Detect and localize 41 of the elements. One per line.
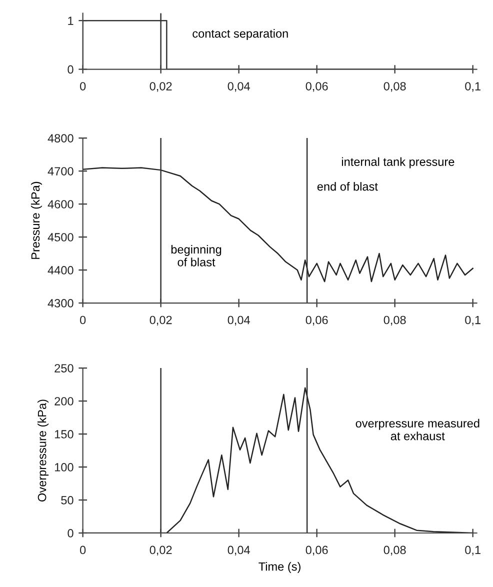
y-tick-label: 150: [55, 430, 74, 438]
ref-line-label: end of blast: [317, 182, 378, 191]
y-axis-title: Overpressure (kPa): [38, 400, 49, 502]
y-tick-label: 4800: [48, 134, 74, 142]
y-tick-label: 4600: [48, 200, 74, 208]
x-tick-label: 0,02: [150, 546, 172, 556]
y-tick-label: 50: [61, 496, 74, 504]
annotation: contact separation: [192, 29, 288, 40]
y-tick-label: 4500: [48, 233, 74, 242]
y-tick-label: 100: [55, 463, 74, 472]
x-tick-label: 0,04: [228, 316, 250, 326]
x-tick-label: 0,1: [465, 546, 480, 556]
x-tick-label: 0,02: [150, 82, 172, 92]
ref-line-label: beginning of blast: [171, 244, 222, 266]
x-tick-label: 0,1: [465, 316, 480, 326]
x-tick-label: 0,04: [228, 82, 250, 92]
y-axis-title: Pressure (kPa): [30, 182, 42, 259]
y-tick-label: 0: [68, 65, 74, 74]
x-tick-label: 0,08: [384, 316, 406, 326]
y-tick-label: 250: [54, 364, 74, 372]
x-tick-label: 0: [80, 82, 86, 90]
annotation: overpressure measured at exhaust: [356, 418, 480, 440]
x-tick-label: 0,06: [306, 546, 328, 556]
y-tick-label: 200: [54, 397, 74, 406]
y-tick-label: 4400: [48, 266, 74, 274]
x-axis-title: Time (s): [258, 562, 300, 574]
x-tick-label: 0: [80, 546, 86, 554]
x-tick-label: 0: [80, 316, 86, 324]
x-tick-label: 0,06: [306, 316, 328, 326]
x-tick-label: 0,08: [384, 546, 406, 556]
line-series: [82, 167, 474, 282]
x-tick-label: 0,1: [465, 82, 480, 92]
x-tick-label: 0,08: [384, 82, 406, 92]
x-tick-label: 0,04: [228, 546, 250, 556]
x-tick-label: 0,02: [150, 316, 172, 326]
y-tick-label: 1: [68, 16, 74, 25]
annotation: internal tank pressure: [342, 157, 454, 168]
y-tick-label: 4700: [48, 167, 74, 176]
x-tick-label: 0,06: [306, 82, 328, 92]
y-tick-label: 4300: [48, 299, 74, 308]
y-tick-label: 0: [68, 529, 74, 538]
